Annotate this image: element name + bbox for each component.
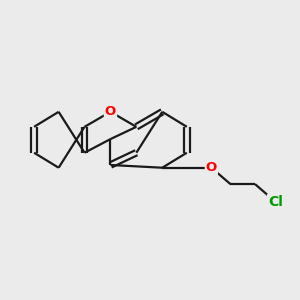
Text: O: O bbox=[206, 161, 217, 174]
Text: Cl: Cl bbox=[268, 195, 283, 209]
Text: O: O bbox=[105, 105, 116, 118]
